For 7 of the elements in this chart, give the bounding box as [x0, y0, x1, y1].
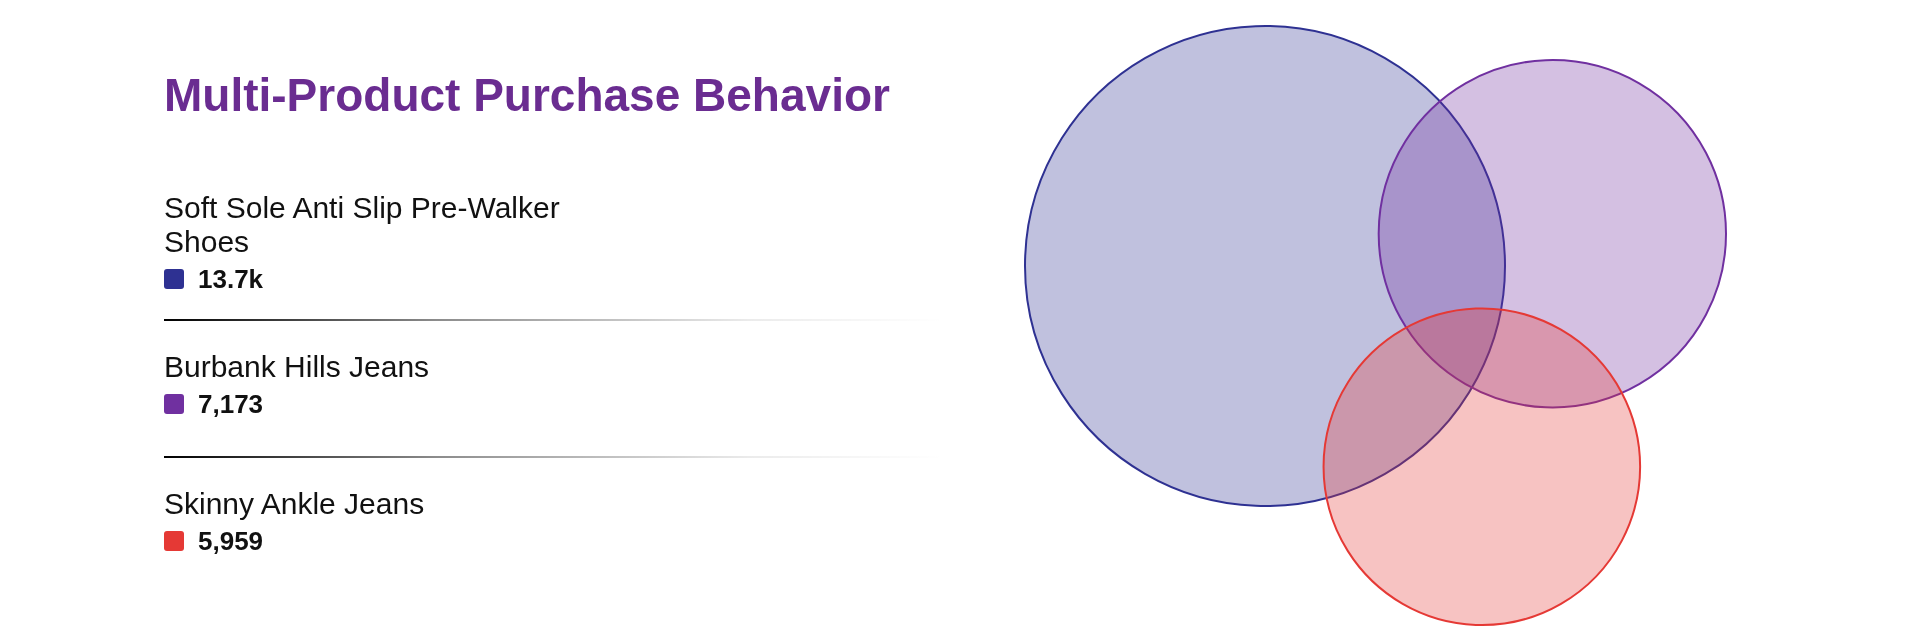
- data-label: 5,959: [198, 526, 264, 556]
- category-label: Burbank Hills Jeans: [164, 350, 430, 383]
- data-label: 7,173: [198, 389, 264, 419]
- category-label: Soft Sole Anti Slip Pre-Walker Shoes: [164, 191, 560, 258]
- data-label: 13.7k: [198, 264, 264, 294]
- text: Multi-Product Purchase Behavior: [164, 69, 890, 121]
- category-label: Skinny Ankle Jeans: [164, 487, 425, 520]
